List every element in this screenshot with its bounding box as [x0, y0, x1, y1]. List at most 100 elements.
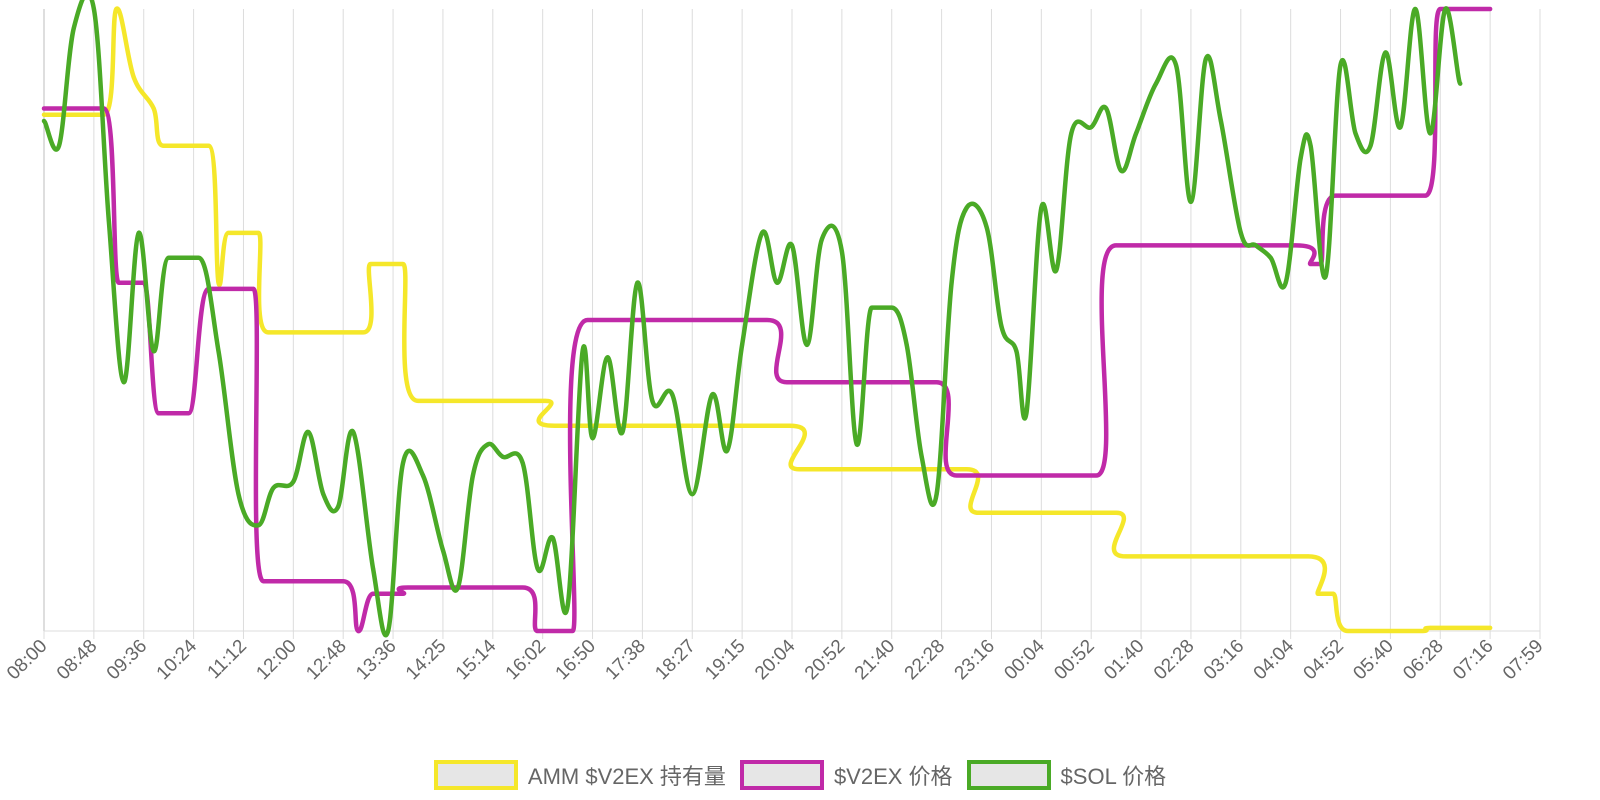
- data-point-sol-price[interactable]: [984, 224, 989, 229]
- data-point-v2ex-price[interactable]: [251, 286, 256, 291]
- data-point-sol-price[interactable]: [1203, 56, 1208, 61]
- data-point-v2ex-price[interactable]: [1438, 7, 1443, 11]
- data-point-amm-holdings[interactable]: [1428, 625, 1433, 630]
- data-point-sol-price[interactable]: [1218, 118, 1223, 123]
- data-point-sol-price[interactable]: [1173, 62, 1178, 67]
- data-point-sol-price[interactable]: [121, 380, 126, 385]
- data-point-sol-price[interactable]: [336, 504, 341, 509]
- data-point-sol-price[interactable]: [1323, 274, 1328, 279]
- data-point-v2ex-price[interactable]: [406, 585, 411, 590]
- data-point-sol-price[interactable]: [42, 118, 46, 123]
- data-point-sol-price[interactable]: [1298, 156, 1303, 161]
- data-point-sol-price[interactable]: [236, 492, 241, 497]
- data-point-sol-price[interactable]: [740, 342, 745, 347]
- data-point-v2ex-price[interactable]: [570, 629, 575, 633]
- data-point-sol-price[interactable]: [1054, 268, 1059, 273]
- data-point-sol-price[interactable]: [520, 461, 525, 466]
- data-point-sol-price[interactable]: [1119, 168, 1124, 173]
- data-point-v2ex-price[interactable]: [1114, 243, 1119, 248]
- data-point-sol-price[interactable]: [839, 249, 844, 254]
- data-point-sol-price[interactable]: [1014, 349, 1019, 354]
- data-point-amm-holdings[interactable]: [964, 467, 969, 472]
- data-point-amm-holdings[interactable]: [1488, 625, 1493, 630]
- data-point-v2ex-price[interactable]: [585, 318, 590, 322]
- data-point-sol-price[interactable]: [455, 585, 460, 590]
- data-point-sol-price[interactable]: [775, 280, 780, 285]
- data-point-sol-price[interactable]: [650, 398, 655, 403]
- data-point-sol-price[interactable]: [1089, 125, 1094, 130]
- data-point-amm-holdings[interactable]: [42, 112, 46, 117]
- data-point-sol-price[interactable]: [1104, 106, 1109, 111]
- data-point-v2ex-price[interactable]: [1333, 193, 1338, 198]
- data-point-amm-holdings[interactable]: [1331, 591, 1336, 596]
- data-point-sol-price[interactable]: [351, 429, 356, 434]
- data-point-sol-price[interactable]: [580, 349, 585, 354]
- data-point-amm-holdings[interactable]: [256, 230, 261, 235]
- data-point-v2ex-price[interactable]: [520, 585, 525, 590]
- data-point-v2ex-price[interactable]: [261, 579, 266, 584]
- data-point-sol-price[interactable]: [151, 349, 156, 354]
- data-point-sol-price[interactable]: [999, 324, 1004, 329]
- data-point-amm-holdings[interactable]: [977, 510, 981, 515]
- data-point-amm-holdings[interactable]: [1306, 554, 1311, 559]
- data-point-sol-price[interactable]: [934, 492, 939, 497]
- data-point-sol-price[interactable]: [535, 566, 540, 571]
- legend-item-amm-holdings[interactable]: AMM $V2EX 持有量: [433, 759, 726, 791]
- data-point-amm-holdings[interactable]: [1124, 554, 1129, 559]
- data-point-v2ex-price[interactable]: [954, 473, 959, 478]
- data-point-sol-price[interactable]: [1253, 243, 1258, 248]
- data-point-amm-holdings[interactable]: [206, 143, 211, 148]
- data-point-sol-price[interactable]: [1383, 50, 1388, 55]
- data-point-sol-price[interactable]: [1398, 125, 1403, 130]
- data-point-sol-price[interactable]: [166, 255, 171, 260]
- data-point-sol-price[interactable]: [790, 243, 794, 248]
- data-point-sol-price[interactable]: [1188, 199, 1193, 204]
- data-point-sol-price[interactable]: [56, 143, 61, 148]
- data-point-amm-holdings[interactable]: [787, 423, 792, 428]
- data-point-amm-holdings[interactable]: [401, 262, 406, 267]
- legend-item-sol-price[interactable]: $SOL 价格: [966, 759, 1166, 791]
- data-point-sol-price[interactable]: [710, 392, 715, 397]
- data-point-sol-price[interactable]: [1134, 131, 1139, 136]
- data-point-v2ex-price[interactable]: [785, 380, 790, 385]
- data-point-sol-price[interactable]: [1024, 411, 1029, 416]
- data-point-amm-holdings[interactable]: [361, 330, 366, 335]
- data-point-v2ex-price[interactable]: [1488, 7, 1493, 11]
- data-point-sol-price[interactable]: [760, 230, 765, 235]
- data-point-v2ex-price[interactable]: [1094, 473, 1099, 478]
- data-point-v2ex-price[interactable]: [535, 629, 540, 633]
- data-point-v2ex-price[interactable]: [1308, 262, 1313, 267]
- data-point-sol-price[interactable]: [470, 473, 475, 478]
- data-point-sol-price[interactable]: [291, 479, 296, 484]
- data-point-sol-price[interactable]: [1443, 7, 1448, 11]
- data-point-amm-holdings[interactable]: [151, 106, 156, 111]
- data-point-v2ex-price[interactable]: [401, 591, 406, 596]
- data-point-amm-holdings[interactable]: [1418, 629, 1423, 633]
- data-point-sol-price[interactable]: [819, 237, 824, 242]
- data-point-sol-price[interactable]: [889, 305, 894, 310]
- data-point-sol-price[interactable]: [725, 448, 730, 453]
- data-point-sol-price[interactable]: [485, 442, 490, 447]
- data-point-sol-price[interactable]: [635, 280, 640, 285]
- data-point-sol-price[interactable]: [804, 342, 809, 347]
- data-point-sol-price[interactable]: [1039, 206, 1044, 211]
- data-point-amm-holdings[interactable]: [131, 75, 136, 80]
- data-point-amm-holdings[interactable]: [114, 7, 119, 11]
- data-point-sol-price[interactable]: [904, 342, 909, 347]
- data-point-amm-holdings[interactable]: [1316, 591, 1321, 596]
- data-point-sol-price[interactable]: [949, 280, 954, 285]
- data-point-amm-holdings[interactable]: [266, 330, 271, 335]
- data-point-sol-price[interactable]: [1428, 131, 1433, 136]
- data-point-sol-price[interactable]: [690, 492, 695, 497]
- data-point-sol-price[interactable]: [196, 255, 201, 260]
- data-point-sol-price[interactable]: [869, 305, 874, 310]
- data-point-v2ex-price[interactable]: [42, 106, 46, 111]
- data-point-sol-price[interactable]: [854, 442, 859, 447]
- data-point-sol-price[interactable]: [1154, 81, 1159, 86]
- data-point-amm-holdings[interactable]: [1346, 629, 1351, 633]
- data-point-v2ex-price[interactable]: [765, 318, 770, 322]
- data-point-sol-price[interactable]: [1283, 280, 1288, 285]
- data-point-sol-price[interactable]: [440, 548, 445, 553]
- data-point-sol-price[interactable]: [590, 436, 595, 441]
- data-point-sol-price[interactable]: [420, 473, 425, 478]
